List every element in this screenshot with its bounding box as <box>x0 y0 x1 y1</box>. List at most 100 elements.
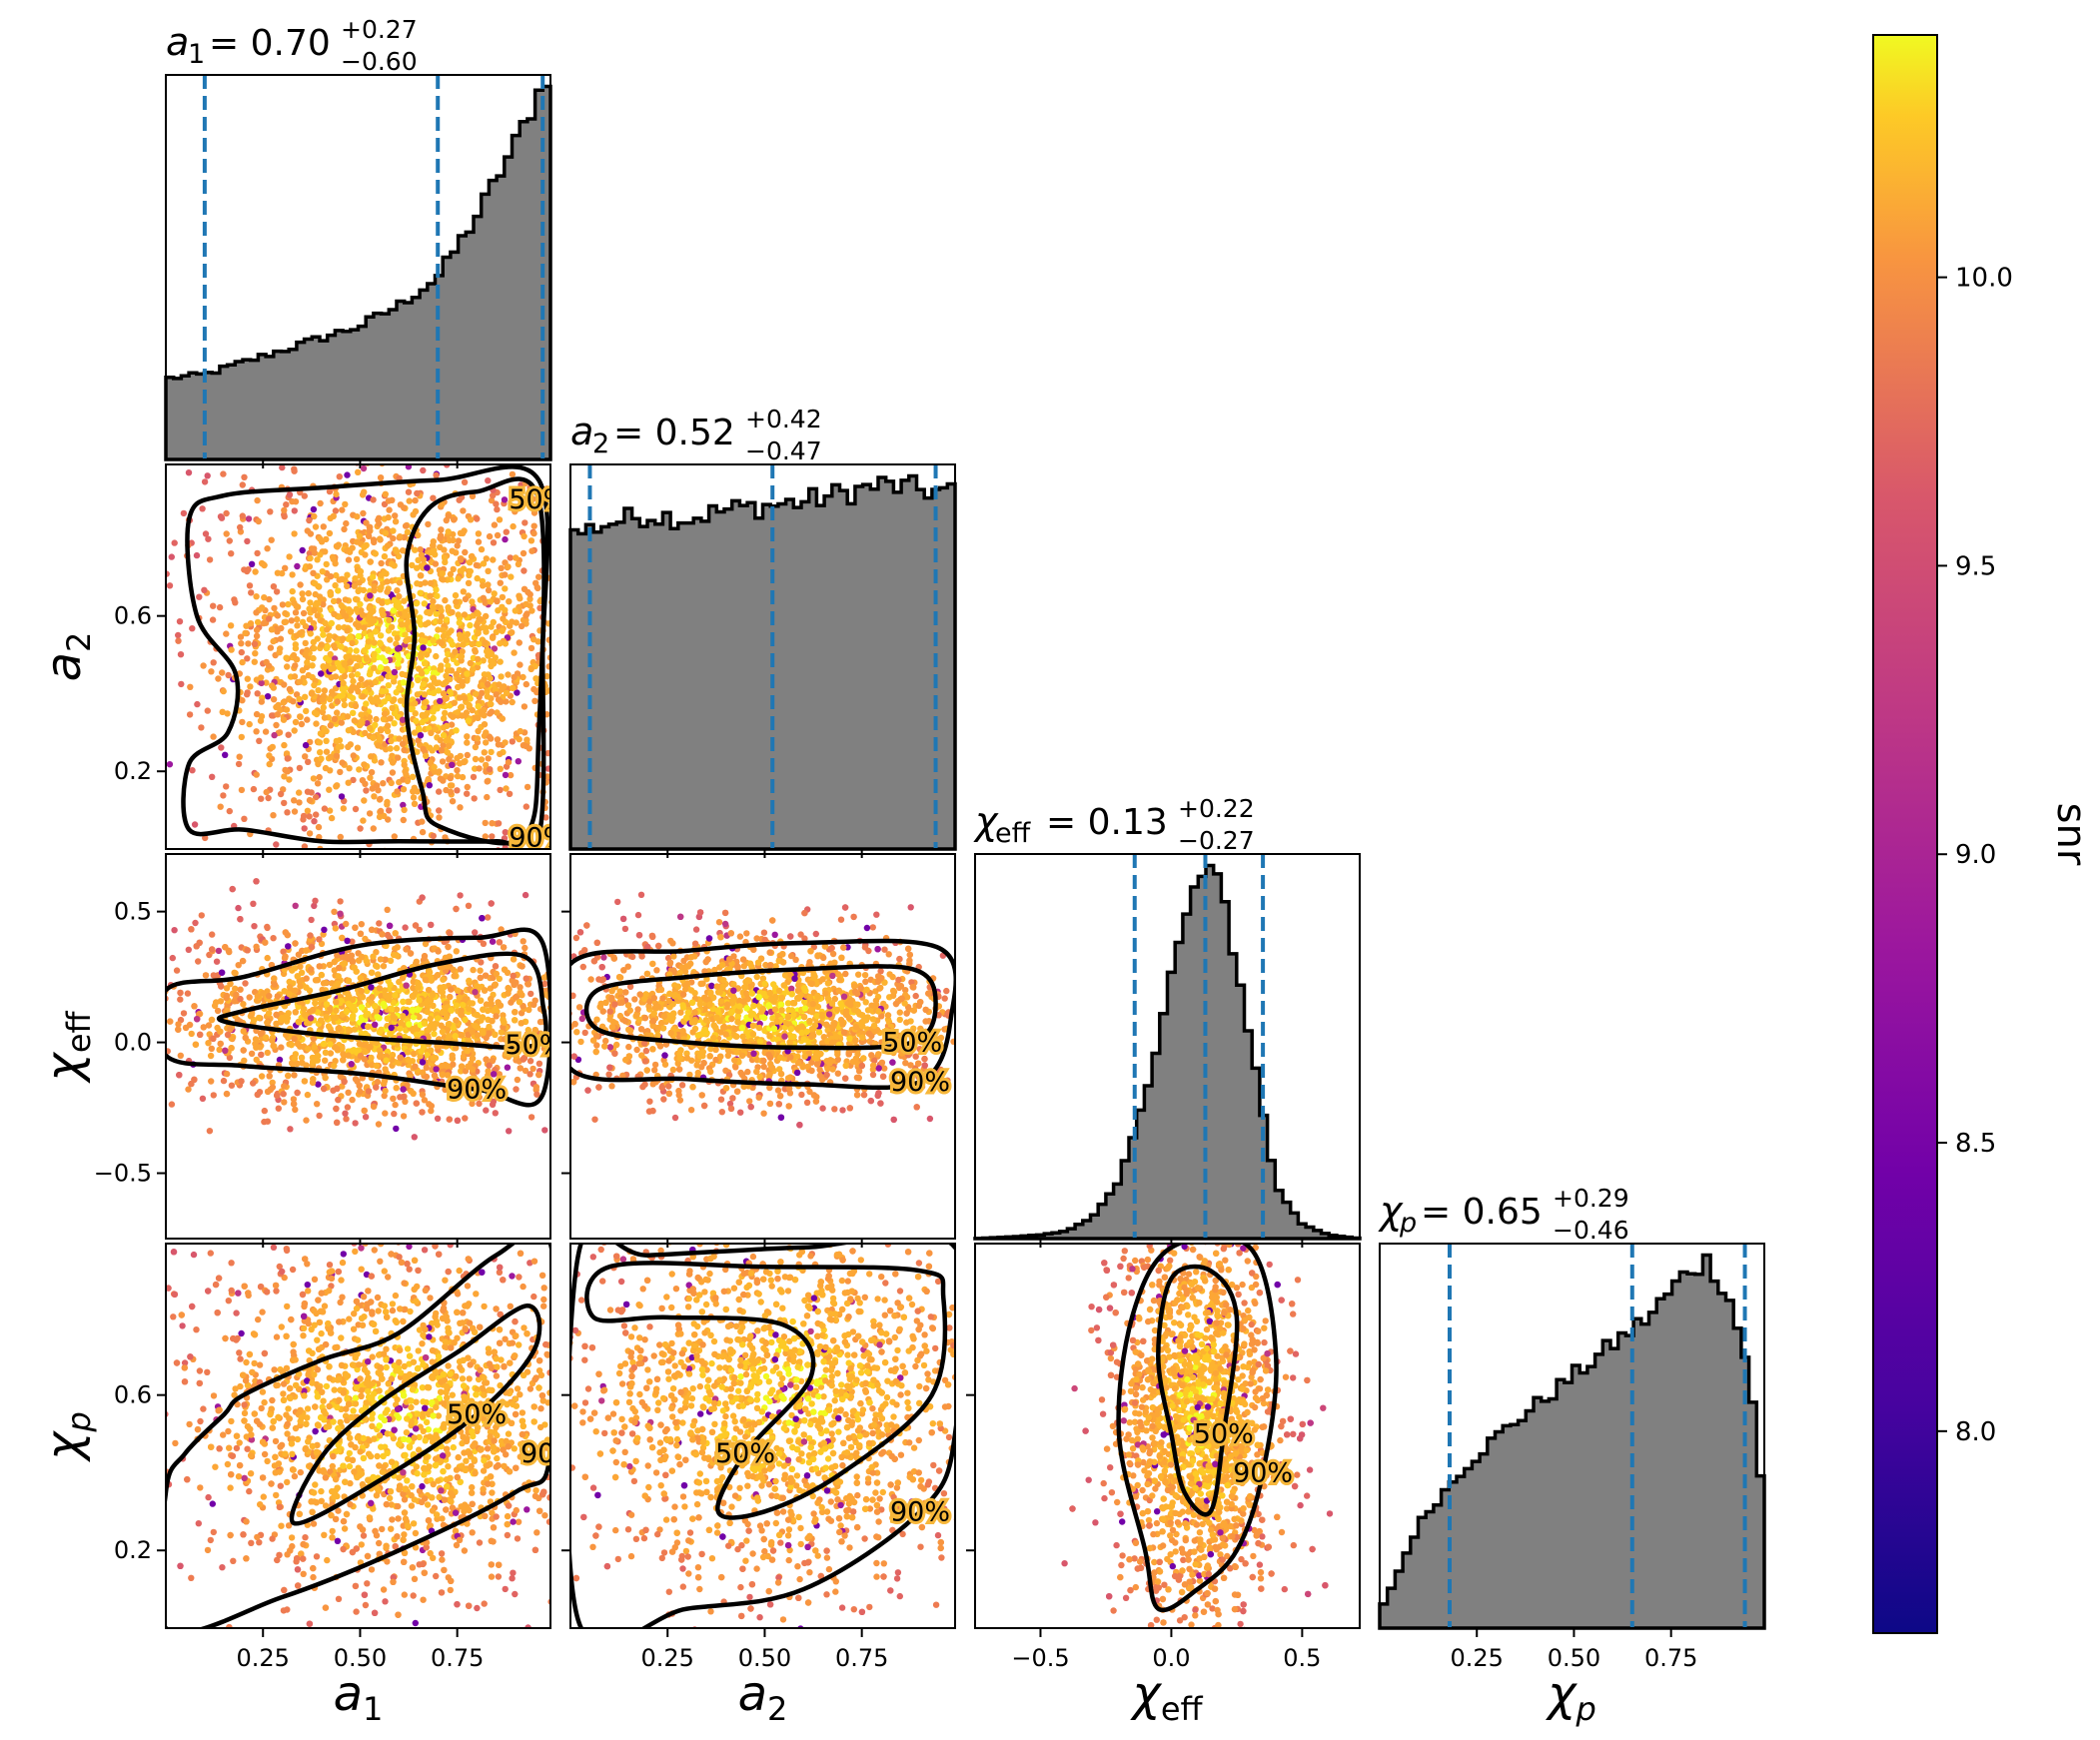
scatter-point <box>555 748 561 754</box>
scatter-point <box>461 478 469 485</box>
scatter-point <box>309 1007 317 1014</box>
scatter-point <box>294 1060 301 1068</box>
scatter-point <box>479 689 486 696</box>
scatter-point <box>524 736 530 743</box>
scatter-point <box>352 924 359 931</box>
scatter-point <box>496 939 504 946</box>
scatter-point <box>400 801 407 809</box>
scatter-point <box>218 983 225 990</box>
scatter-point <box>258 1051 265 1059</box>
scatter-point <box>521 567 527 574</box>
scatter-point <box>468 553 476 560</box>
scatter-point <box>555 709 561 715</box>
scatter-point <box>305 758 312 765</box>
scatter-point <box>290 698 297 705</box>
scatter-point <box>555 670 561 676</box>
scatter-point <box>428 921 435 929</box>
scatter-point <box>339 506 346 513</box>
title-subscript: 1 <box>188 39 205 70</box>
scatter-point <box>484 688 491 695</box>
scatter-point <box>266 615 273 622</box>
scatter-point <box>209 773 216 780</box>
scatter-point <box>453 670 461 678</box>
scatter-point <box>435 1015 442 1022</box>
scatter-point <box>366 527 373 535</box>
scatter-point <box>228 550 235 557</box>
scatter-point <box>308 789 315 796</box>
scatter-point <box>281 799 288 807</box>
scatter-point <box>366 810 374 817</box>
scatter-point <box>555 800 561 806</box>
scatter-point <box>555 1074 561 1080</box>
hist-title-a1: a1 = 0.70 +0.27−0.60 <box>166 15 418 76</box>
scatter-point <box>291 727 298 734</box>
scatter-point <box>349 957 356 965</box>
scatter-point <box>286 491 294 498</box>
scatter-point <box>489 634 497 641</box>
scatter-point <box>495 820 503 827</box>
scatter-point <box>555 740 561 746</box>
scatter-point <box>555 1038 561 1044</box>
scatter-point <box>436 768 443 775</box>
scatter-point <box>284 931 291 939</box>
scatter-point <box>485 755 492 762</box>
scatter-point <box>177 1052 184 1060</box>
scatter-point <box>363 655 371 662</box>
scatter-point <box>301 825 308 832</box>
scatter-point <box>555 1059 561 1065</box>
scatter-point <box>264 1019 271 1026</box>
scatter-point <box>245 640 252 647</box>
scatter-point <box>192 1041 200 1048</box>
scatter-point <box>258 698 265 705</box>
scatter-point <box>273 721 280 729</box>
scatter-point <box>188 1030 195 1038</box>
scatter-point <box>412 922 420 929</box>
scatter-point <box>291 599 298 606</box>
scatter-point <box>411 1050 418 1058</box>
scatter-point <box>555 701 561 707</box>
scatter-point <box>407 950 415 957</box>
scatter-point <box>410 794 418 801</box>
scatter-point <box>270 1042 277 1050</box>
scatter-point <box>401 806 408 814</box>
scatter-point <box>296 695 303 703</box>
scatter-point <box>454 787 461 794</box>
scatter-point <box>384 578 391 585</box>
scatter-point <box>310 569 317 576</box>
scatter-point <box>377 795 384 803</box>
scatter-point <box>248 1050 256 1058</box>
scatter-point <box>195 958 202 965</box>
scatter-point <box>555 611 561 617</box>
scatter-point <box>527 665 534 673</box>
scatter-point <box>341 960 349 967</box>
scatter-point <box>400 1093 407 1101</box>
scatter-point <box>296 678 304 685</box>
scatter-point <box>353 605 360 612</box>
scatter-point <box>555 1041 561 1047</box>
scatter-point <box>555 1027 561 1033</box>
scatter-point <box>327 1041 334 1048</box>
scatter-point <box>373 1084 380 1091</box>
scatter-point <box>555 592 561 598</box>
scatter-point <box>229 885 236 893</box>
scatter-point <box>511 981 518 988</box>
scatter-point <box>330 597 338 605</box>
scatter-point <box>352 575 359 582</box>
scatter-point <box>555 656 561 662</box>
scatter-point <box>270 637 277 645</box>
scatter-point <box>235 904 242 912</box>
scatter-point <box>464 733 471 740</box>
scatter-point <box>425 775 432 783</box>
scatter-point <box>291 808 299 815</box>
scatter-point <box>469 492 477 499</box>
scatter-point <box>555 660 561 666</box>
scatter-point <box>304 659 311 666</box>
scatter-point <box>286 553 293 560</box>
scatter-point <box>505 990 512 997</box>
scatter-point <box>510 956 518 963</box>
scatter-point <box>393 1006 401 1013</box>
scatter-point <box>388 623 396 630</box>
scatter-point <box>238 1078 245 1085</box>
scatter-point <box>380 611 387 618</box>
scatter-point <box>311 606 318 614</box>
